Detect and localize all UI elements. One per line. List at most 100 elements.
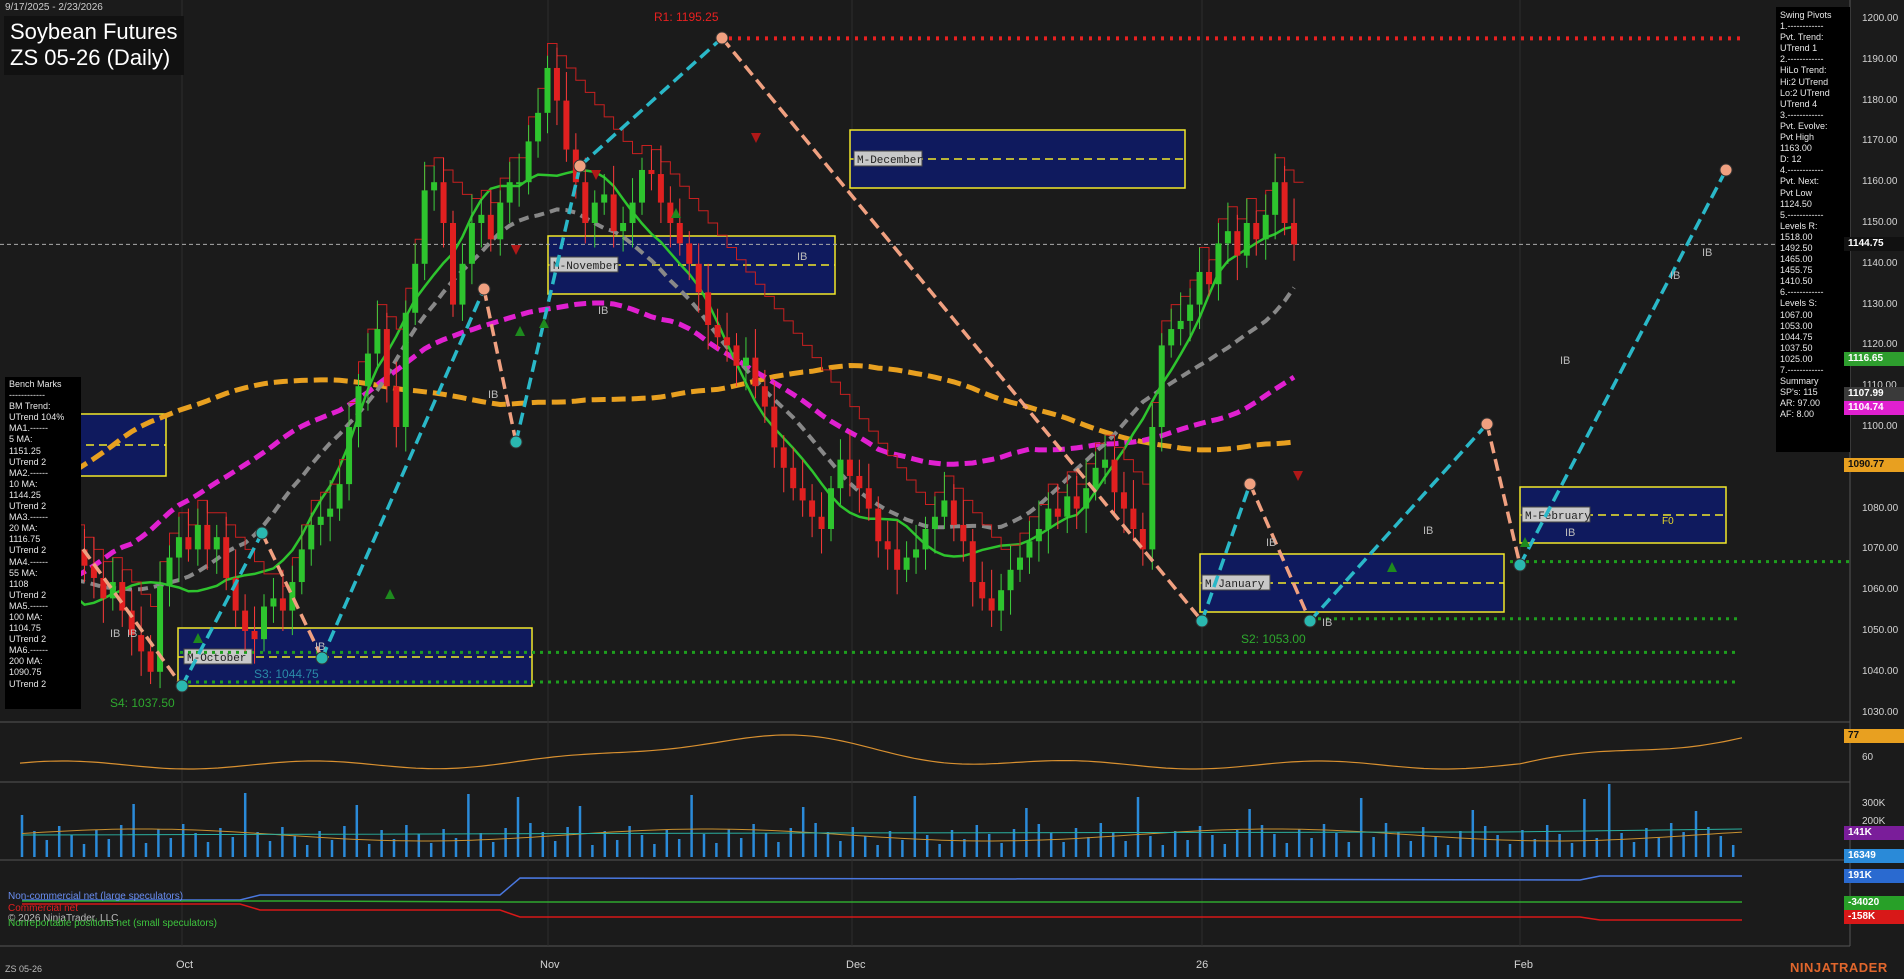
candle-body xyxy=(553,67,560,101)
pivot-line: Lo:2 UTrend xyxy=(1780,87,1830,98)
candle-body xyxy=(1281,182,1288,223)
benchmark-line: UTrend 2 xyxy=(9,545,47,556)
candle-body xyxy=(1130,508,1137,529)
candle-body xyxy=(138,635,145,652)
candle-body xyxy=(175,537,182,558)
candle-body xyxy=(1262,214,1269,240)
signal-triangle xyxy=(1387,562,1397,572)
price-tick-label: 1100.00 xyxy=(1862,421,1898,432)
candle-body xyxy=(1064,496,1071,517)
pivot-line: 4.------------ xyxy=(1780,165,1824,176)
candle-body xyxy=(1139,529,1146,550)
candle-body xyxy=(1243,223,1250,256)
pivot-line: AR: 97.00 xyxy=(1780,398,1821,409)
candle-body xyxy=(402,312,409,427)
commercial-label: Commercial net xyxy=(8,903,79,914)
month-label-bg xyxy=(853,150,923,167)
benchmark-line: BM Trend: xyxy=(9,401,51,412)
swing-pivot-line xyxy=(1518,169,1728,566)
cot-badge: -158K xyxy=(1844,910,1904,924)
candle-body xyxy=(733,345,740,366)
pivot-line: SP's: 115 xyxy=(1780,387,1818,398)
footer-symbol: ZS 05-26 xyxy=(5,964,43,974)
swing-pivot-line xyxy=(320,288,486,659)
instrument-symbol: ZS 05-26 (Daily) xyxy=(10,45,171,70)
benchmark-line: 1090.75 xyxy=(9,667,42,678)
pivot-line: UTrend 4 xyxy=(1780,98,1818,109)
swing-pivot-line xyxy=(180,532,264,687)
month-label-bg xyxy=(1201,574,1271,591)
pivot-line: 1053.00 xyxy=(1780,320,1813,331)
cot-badge: -34020 xyxy=(1844,896,1904,910)
candle-body xyxy=(544,67,551,113)
pivot-line: Summary xyxy=(1780,376,1819,387)
candle-body xyxy=(979,582,986,599)
pivot-marker xyxy=(509,435,523,449)
swing-pivot-line xyxy=(1308,422,1489,623)
pivot-line: Swing Pivots xyxy=(1780,10,1832,20)
candle-body xyxy=(1149,427,1156,550)
time-tick-label: Feb xyxy=(1514,959,1533,971)
oscillator-line xyxy=(19,734,1743,770)
pivot-line: 1044.75 xyxy=(1780,331,1813,342)
candle-body xyxy=(431,182,438,191)
ninjatrader-logo: NINJATRADER xyxy=(1790,960,1888,975)
candle-body xyxy=(931,516,938,529)
price-tick-label: 1060.00 xyxy=(1862,584,1899,596)
volume-oi-line xyxy=(21,828,1743,836)
price-tick-label: 1150.00 xyxy=(1862,217,1898,228)
candle-body xyxy=(629,202,636,223)
pivot-line: 1037.50 xyxy=(1780,342,1813,353)
pivot-line: Levels S: xyxy=(1780,298,1818,309)
candle-body xyxy=(459,263,466,305)
pivot-marker xyxy=(1195,614,1209,628)
pivot-marker xyxy=(1303,614,1317,628)
pivot-marker xyxy=(477,282,491,296)
instrument-name: Soybean Futures xyxy=(10,19,178,44)
candle-body xyxy=(620,223,627,232)
pivot-line: 5.------------ xyxy=(1780,209,1824,220)
candle-body xyxy=(393,386,400,427)
f0-label: F0 xyxy=(1662,516,1674,527)
candle-body xyxy=(213,537,220,550)
candle-body xyxy=(364,353,371,387)
candle-body xyxy=(714,325,721,338)
price-tick-label: 1190.00 xyxy=(1862,53,1898,65)
candle-body xyxy=(270,598,277,607)
signal-triangle xyxy=(539,318,549,328)
benchmark-line: 1104.75 xyxy=(9,623,41,634)
pivot-marker xyxy=(315,651,329,665)
pivot-line: 1124.50 xyxy=(1780,198,1812,209)
swing-pivot-line xyxy=(578,36,724,168)
candle-body xyxy=(1234,231,1241,256)
candle-body xyxy=(166,557,173,587)
price-tick-label: 1110.00 xyxy=(1862,380,1897,392)
signal-triangle xyxy=(671,208,681,218)
candle-body xyxy=(913,549,920,558)
candle-body xyxy=(809,500,816,517)
swing-pivots-panel: Swing Pivots 1.------------ Pvt. Trend: UTr… xyxy=(1776,7,1850,452)
benchmark-line: 1151.25 xyxy=(9,445,41,456)
benchmark-line: 1144.25 xyxy=(9,489,41,500)
pivot-marker xyxy=(1719,163,1733,177)
candle-body xyxy=(610,194,617,232)
cot-commercial-line xyxy=(22,903,1742,921)
price-badge: 1107.99 xyxy=(1844,387,1904,402)
month-label: M-November xyxy=(553,261,619,273)
pivot-line: Hi:2 UTrend xyxy=(1780,76,1829,87)
ma100-line xyxy=(73,300,1296,579)
candle-body xyxy=(440,182,447,223)
candle-body xyxy=(1026,541,1033,558)
candle-body xyxy=(1054,508,1061,517)
benchmark-line: UTrend 2 xyxy=(9,589,47,600)
month-label-bg xyxy=(1521,506,1591,523)
ib-label: IB xyxy=(1423,525,1433,537)
benchmark-line: UTrend 2 xyxy=(9,501,47,512)
chart-title: Soybean Futures ZS 05-26 (Daily) xyxy=(4,16,184,75)
bench-marks-panel: Bench Marks ------------ BM Trend: UTrend 1… xyxy=(5,377,81,709)
volume-badge: 141K xyxy=(1844,826,1904,840)
pivot-line: UTrend 1 xyxy=(1780,43,1818,54)
ib-label: IB xyxy=(797,251,807,263)
candle-body xyxy=(799,488,806,501)
